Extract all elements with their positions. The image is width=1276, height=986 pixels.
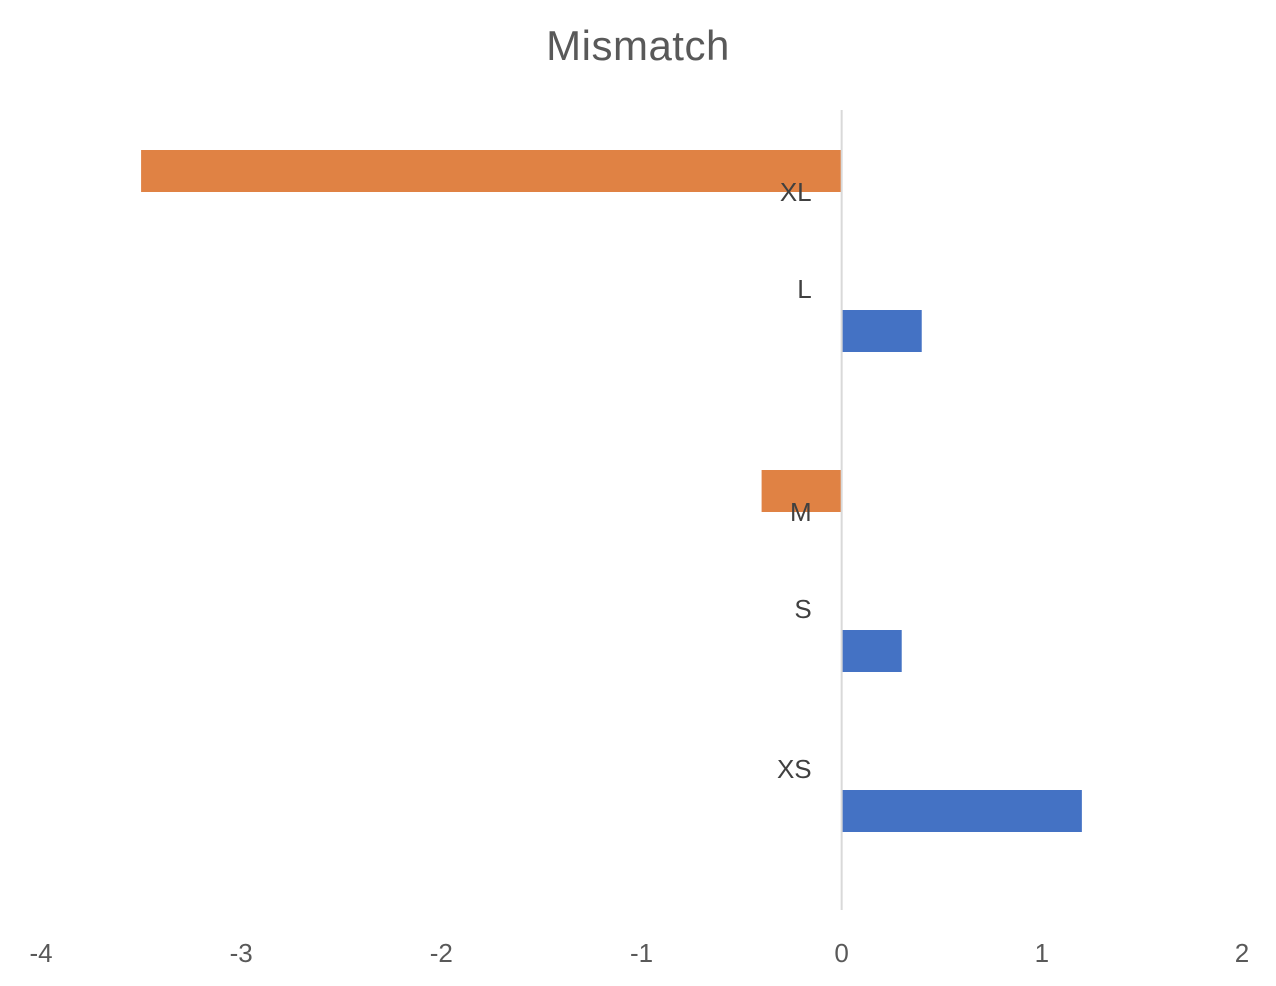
x-tick-label: 1	[1035, 938, 1049, 968]
bar-xl	[141, 150, 842, 192]
category-label-xs: XS	[777, 754, 812, 784]
x-tick-label: -3	[230, 938, 253, 968]
bar-xs	[841, 790, 1082, 832]
bars-layer	[141, 150, 1082, 832]
x-tick-label: 2	[1235, 938, 1249, 968]
category-label-xl: XL	[780, 177, 812, 207]
x-tick-label: -2	[430, 938, 453, 968]
labels-layer: XL L M S XS -4 -3 -2 -1 0 1 2	[29, 177, 1249, 968]
x-tick-label: -1	[630, 938, 653, 968]
x-tick-label: -4	[29, 938, 52, 968]
chart-title: Mismatch	[546, 22, 730, 69]
category-label-s: S	[794, 594, 811, 624]
bar-l	[841, 310, 922, 352]
bar-m	[761, 470, 842, 512]
category-label-l: L	[797, 274, 811, 304]
category-label-m: M	[790, 497, 812, 527]
bar-s	[841, 630, 902, 672]
x-tick-label: 0	[834, 938, 848, 968]
